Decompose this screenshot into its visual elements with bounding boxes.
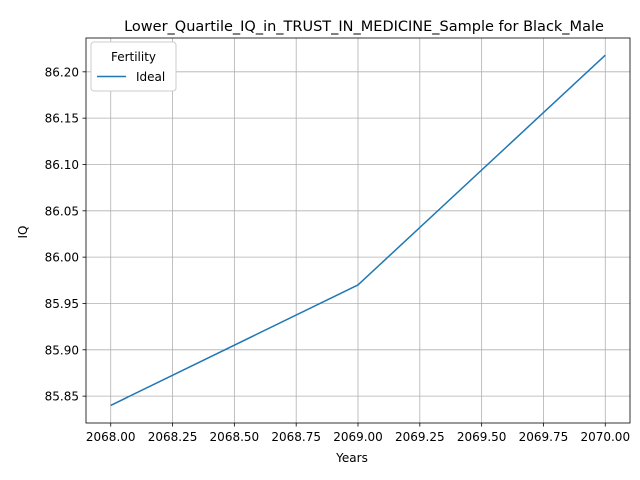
- y-tick-label: 86.10: [45, 158, 79, 172]
- legend-title: Fertility: [111, 50, 156, 64]
- x-axis-label: Years: [335, 451, 368, 465]
- x-tick-label: 2069.75: [519, 430, 569, 444]
- y-tick-label: 86.05: [45, 204, 79, 218]
- legend: Fertility Ideal: [90, 41, 177, 92]
- x-tick-label: 2070.00: [580, 430, 630, 444]
- plot-frame: [85, 37, 631, 424]
- legend-box: [90, 41, 177, 92]
- y-tick-label: 86.00: [45, 251, 79, 265]
- series-layer: [110, 54, 606, 407]
- y-axis-label: IQ: [16, 226, 30, 239]
- x-tick-label: 2068.50: [210, 430, 260, 444]
- x-tick-label: 2068.75: [271, 430, 321, 444]
- x-tick-label: 2068.25: [148, 430, 198, 444]
- y-tick-label: 85.95: [45, 297, 79, 311]
- y-tick-label: 86.15: [45, 112, 79, 126]
- axes: 2068.00 2068.25 2068.50 2068.75 2069.00 2069.…: [45, 37, 631, 444]
- x-tick-label: 2068.00: [86, 430, 136, 444]
- legend-label-ideal: Ideal: [136, 70, 165, 84]
- series-line-ideal: [110, 54, 606, 407]
- grid-lines: [86, 38, 630, 423]
- x-tick-label: 2069.50: [457, 430, 507, 444]
- y-tick-label: 86.20: [45, 65, 79, 79]
- chart-title: Lower_Quartile_IQ_in_TRUST_IN_MEDICINE_S…: [124, 19, 604, 35]
- y-tick-label: 85.90: [45, 343, 79, 357]
- x-tick-label: 2069.25: [395, 430, 445, 444]
- y-tick-label: 85.85: [45, 390, 79, 404]
- x-tick-label: 2069.00: [333, 430, 383, 444]
